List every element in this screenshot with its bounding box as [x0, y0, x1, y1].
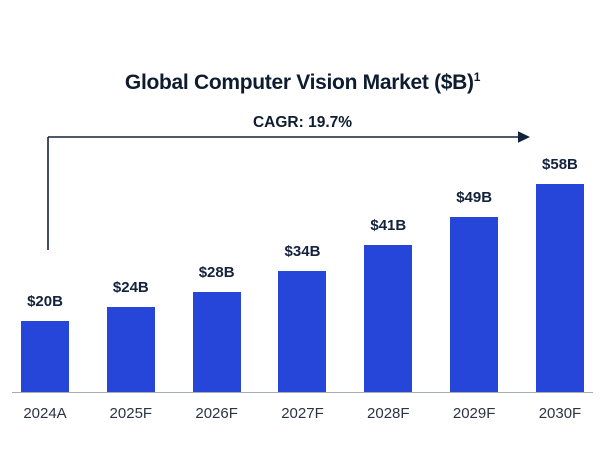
x-tick-label: 2028F [367, 405, 410, 422]
bar-group: $41B 2028F [363, 150, 413, 423]
plot-area: $20B 2024A $24B 2025F $28B 2026F $34B 2027F $41B… [12, 150, 593, 423]
x-tick-label: 2024A [23, 405, 67, 422]
bar [21, 321, 69, 393]
bar-value-label: $28B [198, 264, 235, 282]
chart-title: Global Computer Vision Market ($B)1 [0, 70, 605, 95]
bar [106, 306, 155, 393]
x-tick-label: 2025F [109, 405, 153, 422]
x-tick-label: 2030F [538, 405, 582, 422]
bar-value-label: $24B [112, 278, 149, 296]
bar-group: $28B 2026F [192, 150, 242, 423]
x-tick-label: 2026F [195, 405, 238, 422]
bar-group: $20B 2024A [20, 150, 70, 423]
bar-value-label: $49B [456, 188, 493, 206]
bar-group: $58B 2030F [535, 150, 585, 423]
bar-value-label: $34B [284, 242, 321, 260]
bar-group: $34B 2027F [277, 150, 327, 423]
bar [364, 245, 413, 393]
bar [450, 216, 499, 393]
chart-title-footnote-marker: 1 [473, 70, 481, 84]
bar-value-label: $41B [370, 217, 407, 235]
chart-title-text: Global Computer Vision Market ($B) [124, 71, 474, 94]
x-tick-label: 2029F [452, 405, 496, 422]
bar-value-label: $58B [542, 156, 578, 174]
bar [535, 184, 584, 393]
bar [192, 292, 241, 393]
bar-group: $49B 2029F [449, 150, 499, 423]
bar-group: $24B 2025F [106, 150, 156, 423]
x-axis-line [12, 392, 593, 393]
cagr-annotation: CAGR: 19.7% [252, 114, 353, 131]
bar-value-label: $20B [27, 293, 63, 310]
x-tick-label: 2027F [281, 405, 324, 422]
bar [278, 270, 327, 393]
